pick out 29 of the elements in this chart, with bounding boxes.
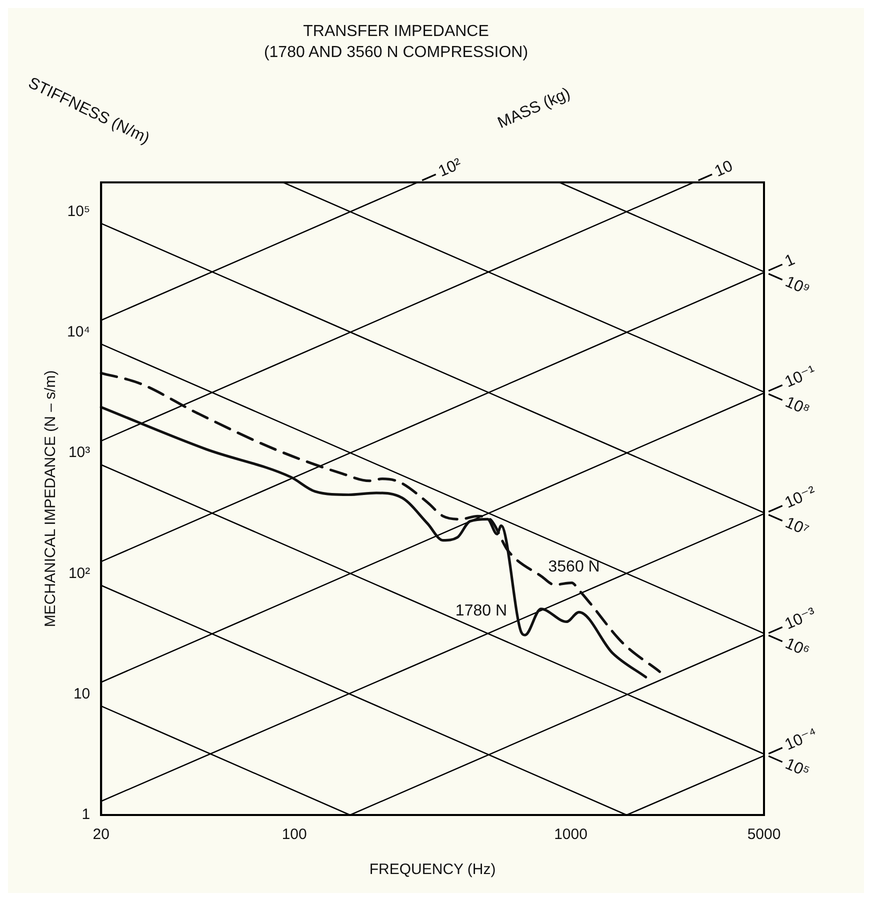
annotation: 10⁵	[782, 756, 812, 782]
series-label: 1780 N	[455, 602, 508, 620]
x-axis-title: FREQUENCY (Hz)	[369, 861, 496, 878]
annotation: 10⁸	[782, 394, 812, 420]
y-tick-label: 10³	[68, 444, 90, 462]
annotation: 10⁻³	[782, 604, 819, 634]
annotation: 10⁻²	[782, 483, 819, 512]
annotation: 10⁹	[782, 273, 812, 299]
y-axis-title: MECHANICAL IMPEDANCE (N – s/m)	[42, 370, 60, 628]
annotation: 10⁶	[782, 635, 812, 660]
annotation: 10²	[436, 155, 465, 181]
y-tick-label: 10	[73, 685, 90, 702]
x-tick-label: 100	[282, 826, 307, 844]
annotation: 10⁻¹	[782, 362, 818, 392]
x-tick-label: 5000	[747, 826, 781, 844]
y-tick-label: 10²	[68, 564, 90, 582]
y-tick-label: 1	[82, 806, 90, 824]
x-tick-label: 20	[92, 826, 110, 844]
annotation: 10⁻⁴	[782, 725, 820, 754]
chart-title: TRANSFER IMPEDANCE	[303, 23, 489, 40]
annotation: 10⁷	[782, 514, 812, 540]
series-label: 3560 N	[548, 558, 600, 576]
annotation: 10	[712, 158, 736, 181]
chart-subtitle: (1780 AND 3560 N COMPRESSION)	[264, 44, 528, 62]
text: MASS (kg)	[495, 85, 573, 132]
y-tick-label: 10⁵	[67, 202, 90, 220]
y-tick-label: 10⁴	[66, 324, 90, 341]
annotation: 1	[782, 251, 798, 271]
x-tick-label: 1000	[554, 826, 588, 844]
